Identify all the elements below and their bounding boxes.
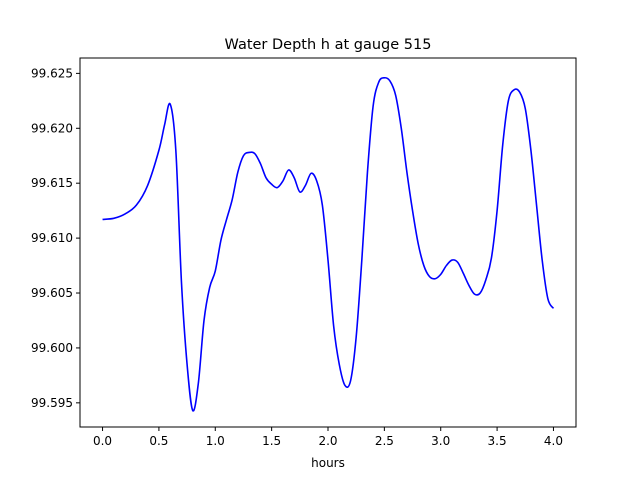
y-tick-label: 99.605 [31,286,73,300]
x-tick-label: 2.5 [375,434,394,448]
y-tick-label: 99.595 [31,396,73,410]
chart-title: Water Depth h at gauge 515 [225,37,432,53]
plot-frame [79,57,577,428]
x-tick-label: 1.5 [262,434,281,448]
x-tick-label: 0.5 [149,434,168,448]
y-axis: 99.595 99.600 99.605 99.610 99.615 99.620 99.6… [31,66,80,410]
y-tick-label: 99.615 [31,176,73,190]
x-tick-label: 2.0 [318,434,337,448]
y-tick-label: 99.600 [31,341,73,355]
plot-area [102,76,555,412]
x-axis: 0.0 0.5 1.0 1.5 2.0 2.5 3.0 3.5 4.0 [93,427,563,448]
y-tick-label: 99.610 [31,231,73,245]
x-tick-label: 4.0 [544,434,563,448]
x-axis-label: hours [311,456,345,470]
y-tick-label: 99.620 [31,121,73,135]
x-tick-label: 1.0 [206,434,225,448]
x-tick-label: 0.0 [93,434,112,448]
x-tick-label: 3.5 [488,434,507,448]
y-tick-label: 99.625 [31,66,73,80]
series-line-0 [102,76,555,412]
x-tick-label: 3.0 [431,434,450,448]
